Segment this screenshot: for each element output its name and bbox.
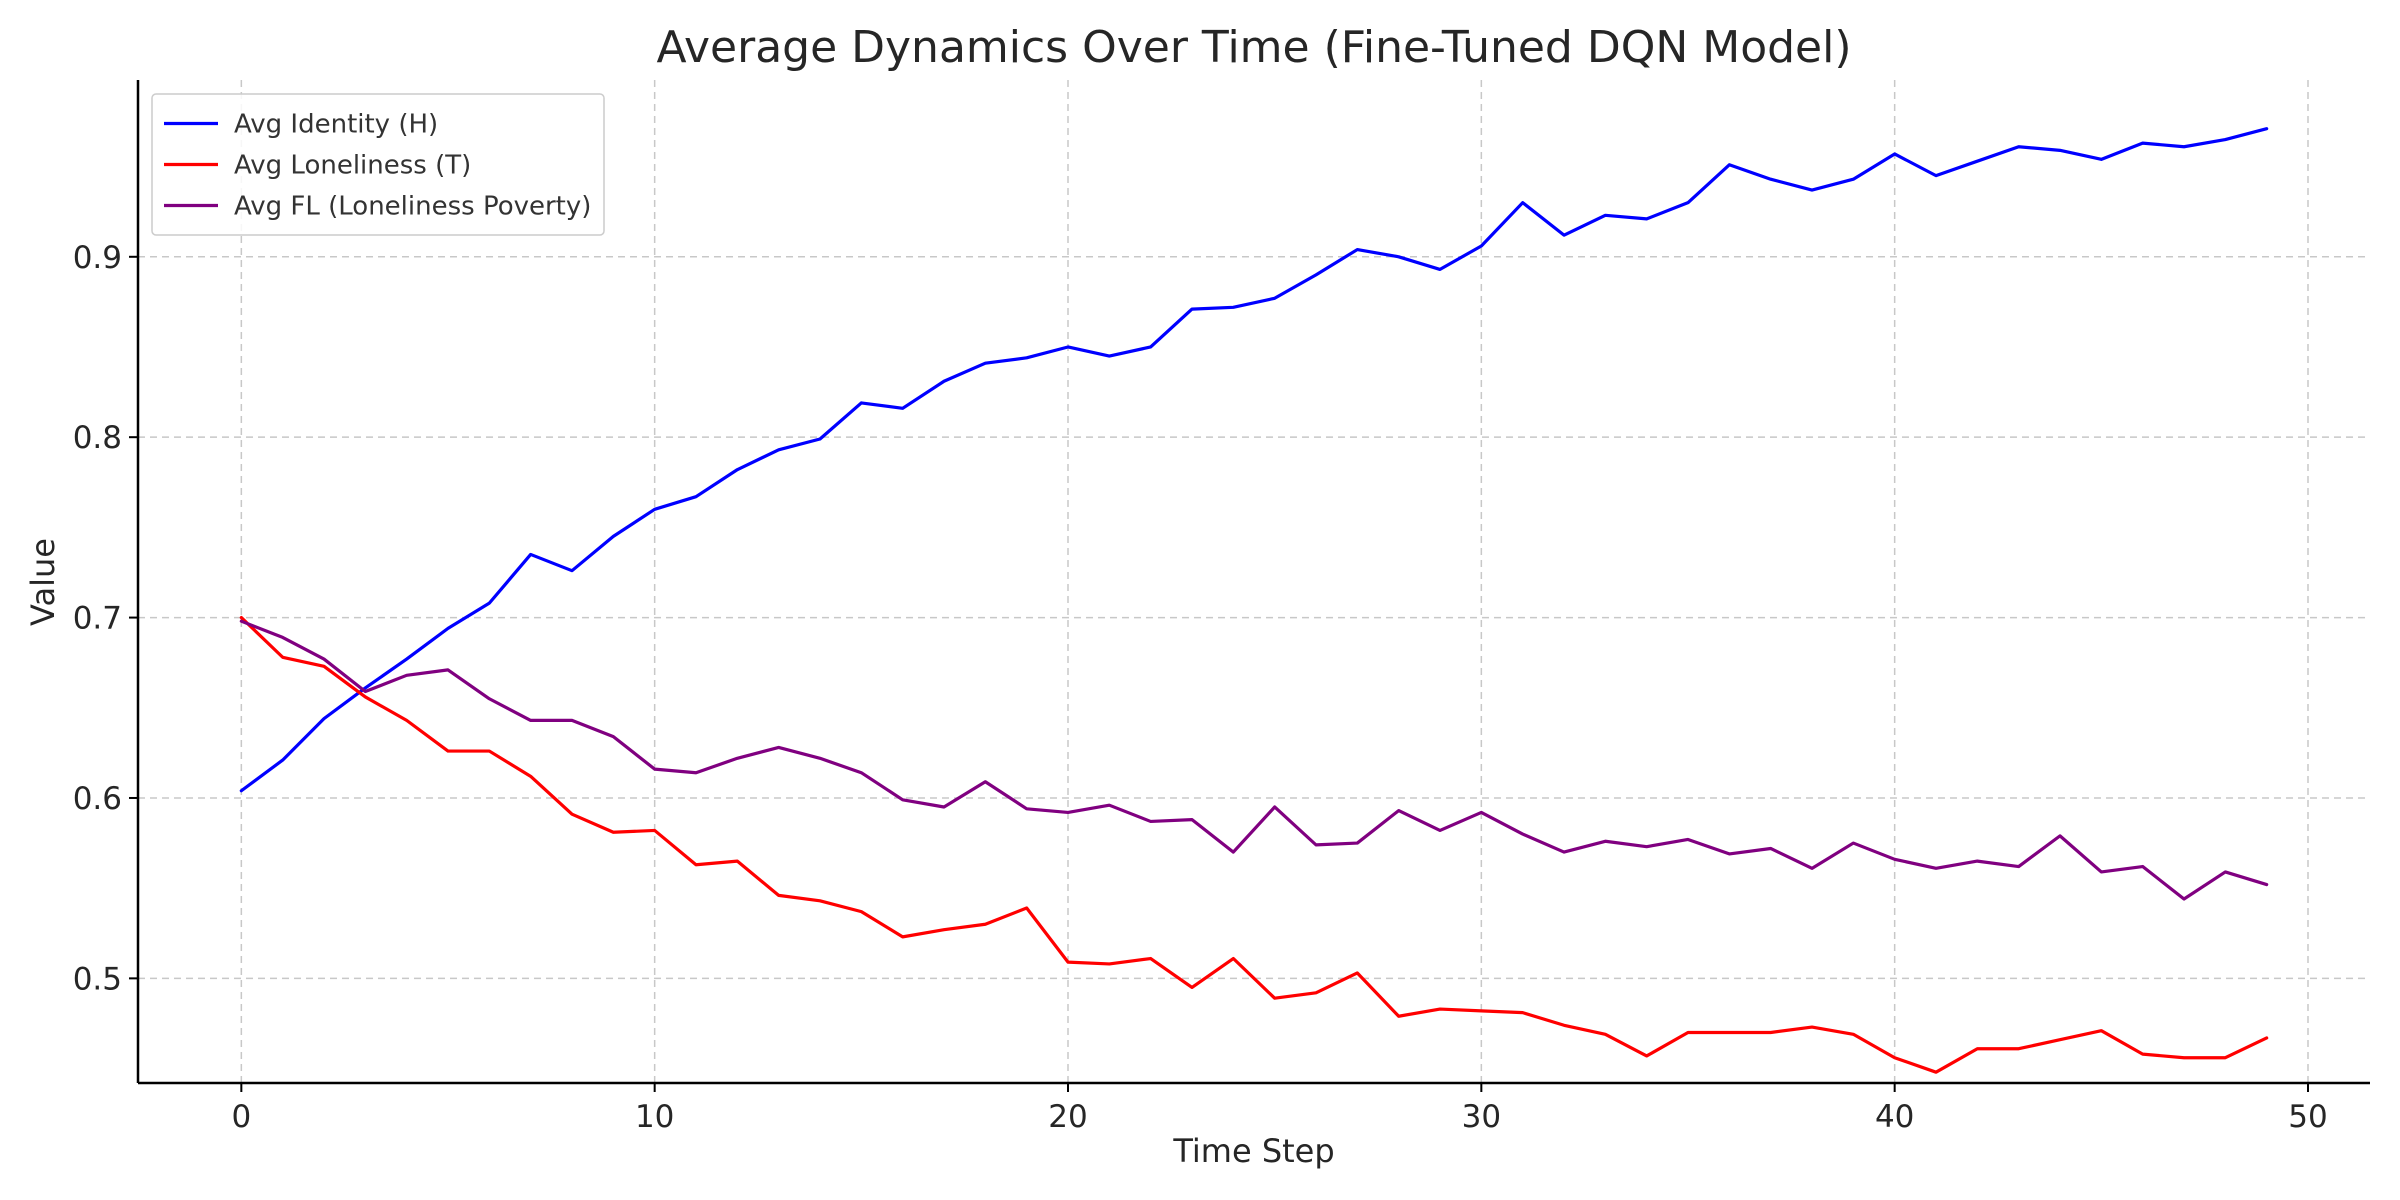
legend-frame	[151, 93, 605, 236]
series-line-2	[239, 615, 2269, 1074]
y-tick-label: 0.6	[73, 781, 122, 817]
x-tick-label: 0	[231, 1099, 251, 1135]
legend: Avg Identity (H) Avg Loneliness (T) Avg FL…	[151, 93, 605, 236]
x-tick-label: 20	[1048, 1099, 1087, 1135]
y-tick-label: 0.8	[73, 420, 122, 456]
series-line-1	[239, 127, 2269, 793]
axis-ticks: 0 10 20 30 40 50 0.5 0.6 0.7 0.8 0.9	[73, 240, 2328, 1135]
x-tick-label: 50	[2288, 1099, 2327, 1135]
y-tick-label: 0.7	[73, 601, 122, 637]
x-axis-label: Time Step	[1172, 1132, 1334, 1170]
y-axis-label: Value	[24, 538, 62, 626]
gridlines	[138, 80, 2370, 1083]
x-tick-label: 40	[1875, 1099, 1914, 1135]
y-tick-label: 0.5	[73, 961, 122, 997]
x-tick-label: 10	[635, 1099, 674, 1135]
y-tick-label: 0.9	[73, 240, 122, 276]
legend-label-2: Avg Loneliness (T)	[234, 151, 471, 181]
legend-label-3: Avg FL (Loneliness Poverty)	[234, 192, 591, 222]
legend-label-1: Avg Identity (H)	[234, 110, 438, 140]
plot-lines	[239, 127, 2269, 1074]
chart-title: Average Dynamics Over Time (Fine-Tuned D…	[656, 22, 1851, 73]
x-tick-label: 30	[1462, 1099, 1501, 1135]
series-line-3	[239, 619, 2269, 901]
